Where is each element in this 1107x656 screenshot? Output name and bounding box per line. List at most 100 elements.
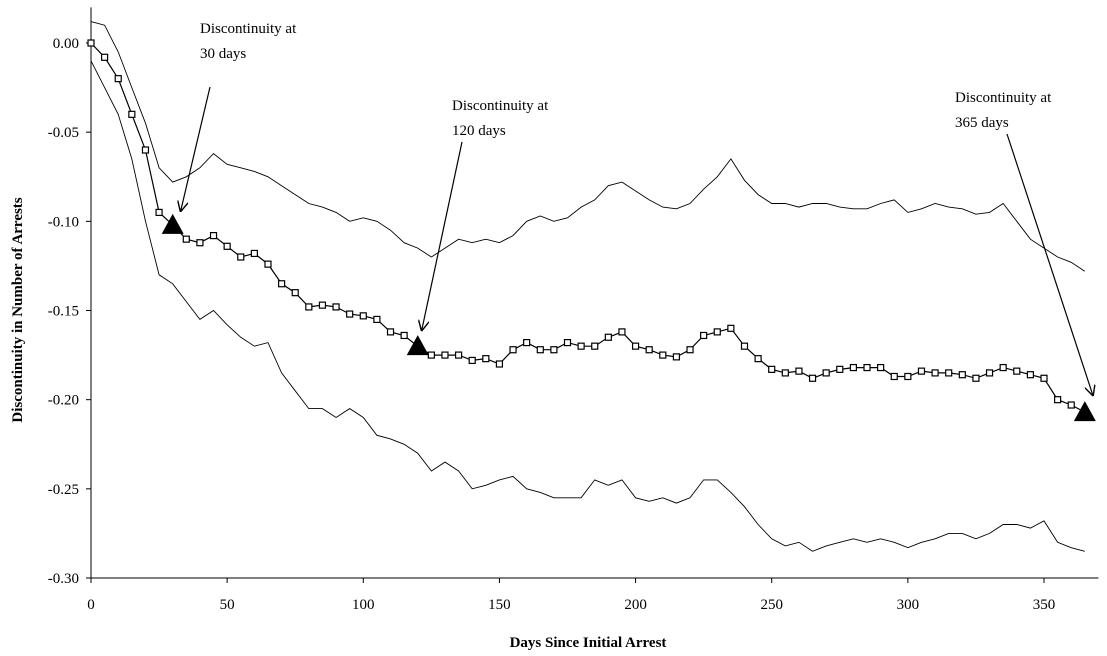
square-marker bbox=[591, 342, 599, 350]
square-marker bbox=[87, 39, 95, 47]
square-marker bbox=[1026, 371, 1034, 379]
square-marker bbox=[822, 369, 830, 377]
square-marker bbox=[740, 342, 749, 350]
square-marker bbox=[482, 355, 490, 363]
triangle-marker bbox=[161, 213, 184, 234]
y-axis-label: Discontinuity in Number of Arrests bbox=[10, 197, 26, 422]
x-tick-label: 100 bbox=[352, 597, 375, 613]
annotation-arrow bbox=[1006, 133, 1093, 395]
estimate-line bbox=[90, 42, 1086, 413]
square-marker bbox=[836, 365, 844, 373]
square-marker bbox=[849, 363, 858, 372]
square-marker bbox=[808, 374, 817, 382]
annotation-arrow bbox=[422, 141, 463, 330]
square-marker bbox=[427, 351, 435, 359]
annotation-text: Discontinuity at bbox=[452, 98, 549, 114]
square-marker bbox=[618, 328, 626, 336]
square-marker bbox=[278, 280, 286, 288]
square-marker bbox=[795, 367, 803, 375]
x-tick-label: 150 bbox=[488, 597, 511, 613]
square-marker bbox=[155, 208, 163, 217]
square-marker bbox=[863, 363, 871, 372]
square-marker bbox=[768, 365, 776, 373]
square-marker bbox=[985, 369, 994, 377]
square-marker bbox=[1040, 374, 1048, 382]
y-tick-label: -0.25 bbox=[48, 482, 79, 498]
square-marker bbox=[332, 303, 340, 311]
x-axis-label: Days Since Initial Arrest bbox=[510, 635, 667, 651]
square-marker bbox=[454, 351, 463, 359]
square-marker bbox=[386, 328, 395, 336]
square-marker bbox=[1054, 396, 1062, 404]
square-marker bbox=[904, 372, 912, 381]
square-marker bbox=[305, 303, 313, 311]
square-marker bbox=[250, 249, 258, 258]
square-marker bbox=[182, 235, 190, 243]
y-tick-label: -0.10 bbox=[48, 214, 79, 230]
x-tick-label: 350 bbox=[1033, 597, 1056, 613]
square-marker bbox=[727, 324, 735, 332]
confidence-line bbox=[90, 60, 1085, 552]
square-marker bbox=[536, 346, 544, 354]
annotation-text: Discontinuity at bbox=[955, 90, 1052, 106]
square-marker bbox=[672, 353, 681, 361]
square-marker bbox=[917, 367, 926, 375]
square-marker bbox=[318, 301, 327, 309]
square-marker bbox=[291, 289, 299, 297]
square-marker bbox=[686, 346, 694, 354]
square-marker bbox=[223, 242, 231, 250]
square-marker bbox=[114, 75, 122, 83]
square-marker bbox=[877, 363, 885, 372]
annotation-text: 120 days bbox=[452, 123, 506, 139]
square-marker bbox=[713, 328, 721, 336]
triangle-marker bbox=[1073, 401, 1096, 422]
square-marker bbox=[101, 53, 109, 61]
y-tick-label: -0.15 bbox=[48, 304, 79, 320]
square-marker bbox=[209, 232, 218, 240]
square-marker bbox=[999, 363, 1007, 372]
square-marker bbox=[945, 369, 953, 377]
y-tick-label: 0.00 bbox=[53, 36, 79, 52]
square-marker bbox=[468, 356, 476, 365]
square-marker bbox=[1013, 367, 1021, 375]
square-marker bbox=[700, 331, 708, 340]
annotation-arrow bbox=[181, 86, 211, 211]
square-marker bbox=[359, 312, 367, 320]
confidence-line bbox=[90, 21, 1086, 272]
x-tick-label: 300 bbox=[897, 597, 920, 613]
square-marker bbox=[631, 342, 640, 350]
square-marker bbox=[523, 339, 531, 347]
square-marker bbox=[659, 351, 667, 359]
annotation-text: 365 days bbox=[955, 115, 1009, 131]
square-marker bbox=[141, 146, 150, 154]
square-marker bbox=[495, 360, 504, 368]
square-marker bbox=[604, 333, 612, 341]
square-marker bbox=[781, 369, 789, 377]
annotation-text: 30 days bbox=[200, 46, 246, 62]
square-marker bbox=[890, 372, 898, 381]
x-tick-label: 250 bbox=[760, 597, 783, 613]
square-marker bbox=[346, 310, 354, 318]
square-marker bbox=[400, 331, 408, 340]
square-marker bbox=[441, 351, 449, 359]
square-marker bbox=[264, 260, 272, 268]
triangle-marker bbox=[406, 335, 429, 356]
square-marker bbox=[645, 346, 653, 354]
square-marker bbox=[128, 110, 136, 118]
square-marker bbox=[509, 346, 517, 354]
square-marker bbox=[1067, 401, 1075, 409]
square-marker bbox=[196, 239, 204, 247]
square-marker bbox=[931, 369, 939, 377]
square-marker bbox=[754, 355, 762, 363]
y-tick-label: -0.20 bbox=[48, 393, 79, 409]
annotation-text: Discontinuity at bbox=[200, 21, 297, 37]
square-marker bbox=[577, 342, 585, 350]
x-tick-label: 0 bbox=[87, 597, 95, 613]
x-tick-label: 50 bbox=[220, 597, 235, 613]
y-tick-label: -0.05 bbox=[48, 125, 79, 141]
square-marker bbox=[237, 253, 245, 261]
square-marker bbox=[972, 374, 980, 382]
x-tick-label: 200 bbox=[624, 597, 647, 613]
square-marker bbox=[563, 339, 572, 347]
